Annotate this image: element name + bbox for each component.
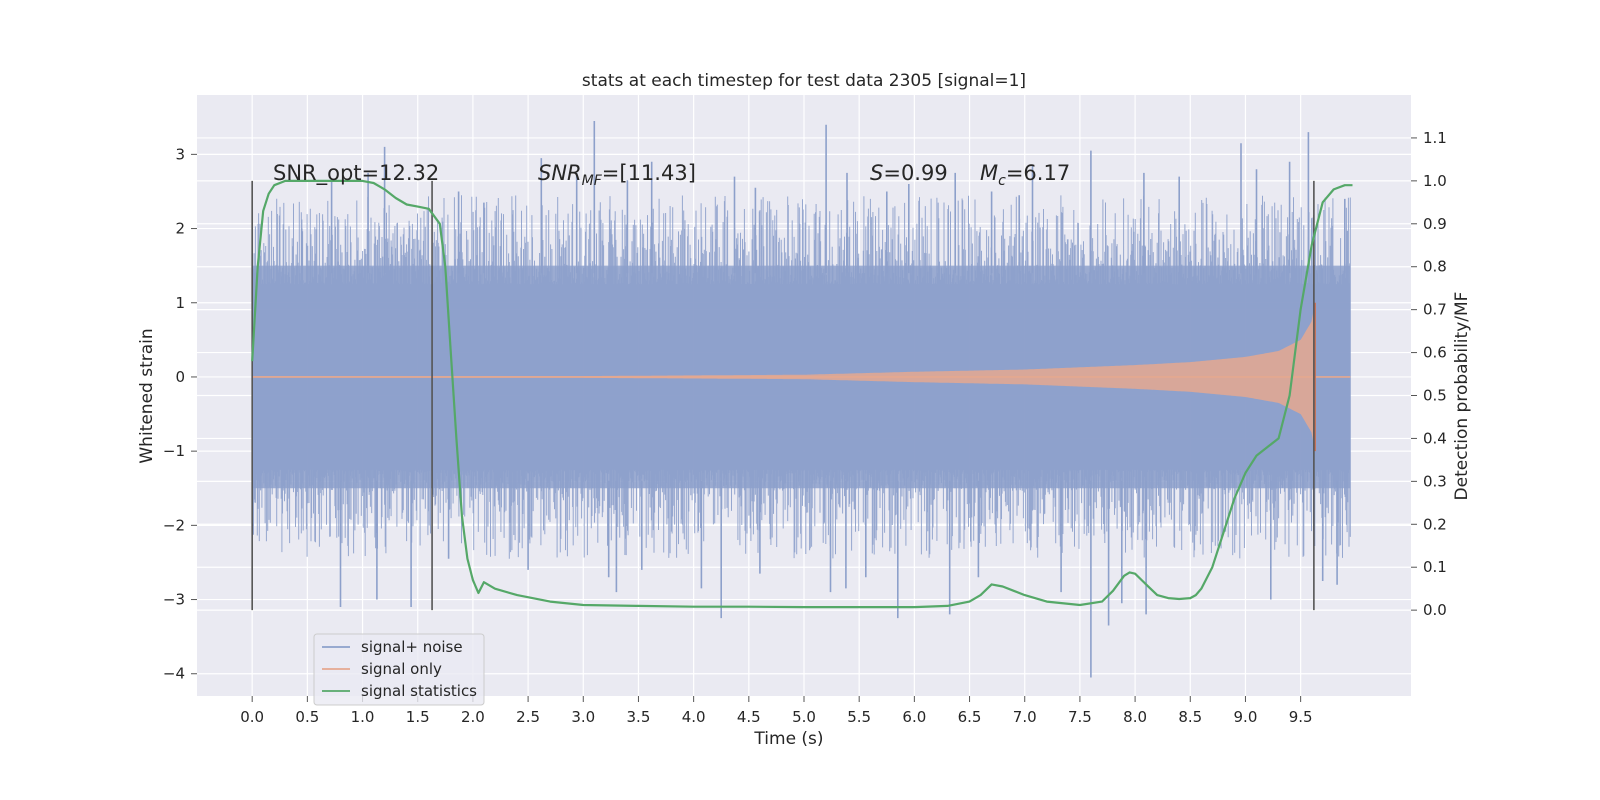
x-tick-label: 8.5 (1178, 708, 1202, 726)
x-tick-label: 7.0 (1013, 708, 1037, 726)
y2-tick-label: 0.4 (1423, 429, 1447, 447)
x-tick-label: 6.0 (902, 708, 926, 726)
y-tick-label: −4 (163, 665, 185, 683)
annotation-snr-mf: SNRMF=[11.43] (538, 161, 696, 189)
y2-tick-label: 0.1 (1423, 558, 1447, 576)
y-tick-label: 2 (175, 220, 185, 238)
y2-tick-label: 0.5 (1423, 387, 1447, 405)
legend: signal+ noise signal only signal statist… (313, 633, 485, 706)
x-tick-label: 3.0 (571, 708, 595, 726)
legend-box (313, 633, 485, 706)
x-tick-label: 1.0 (351, 708, 375, 726)
y-axis-label: Whitened strain (137, 328, 157, 463)
annotation-snr-mf-main: SNR (538, 161, 582, 185)
annotation-snr-opt: SNR_opt=12.32 (273, 161, 439, 186)
noise-extreme-spikes (301, 121, 1346, 678)
y-tick-label: 3 (175, 145, 185, 163)
x-tick-label: 7.5 (1068, 708, 1092, 726)
y2-tick-label: 1.1 (1423, 129, 1447, 147)
x-tick-label: 0.0 (240, 708, 264, 726)
x-tick-label: 3.5 (627, 708, 651, 726)
signal-statistics-line (251, 179, 1353, 609)
x-tick-label: 5.0 (792, 708, 816, 726)
annotation-s-rest: =0.99 (883, 161, 947, 185)
x-tick-label: 2.5 (516, 708, 540, 726)
legend-label-signal-statistics: signal statistics (361, 682, 477, 700)
y2-tick-label: 1.0 (1423, 172, 1447, 190)
annotation-mc-sub: c (998, 173, 1006, 189)
x-axis-ticks: 0.0 0.5 1.0 1.5 2.0 2.5 3.0 3.5 4.0 4.5 5.0 5.5 6.0 6… (240, 696, 1313, 726)
x-tick-label: 5.5 (847, 708, 871, 726)
y2-tick-label: 0.7 (1423, 301, 1447, 319)
y2-tick-label: 0.0 (1423, 601, 1447, 619)
y-axis-ticks: −4 −3 −2 −1 0 1 2 3 (163, 145, 197, 683)
annotation-snr-mf-rest: =[11.43] (602, 161, 696, 185)
y-tick-label: −2 (163, 516, 185, 534)
legend-label-signal-only: signal only (361, 660, 442, 678)
y-tick-label: 0 (175, 368, 185, 386)
y2-tick-label: 0.2 (1423, 515, 1447, 533)
annotation-mc-rest: =6.17 (1006, 161, 1070, 185)
y2-tick-label: 0.9 (1423, 215, 1447, 233)
vertical-marker-lines (251, 180, 1315, 611)
x-tick-label: 1.5 (406, 708, 430, 726)
x-tick-label: 9.5 (1289, 708, 1313, 726)
x-tick-label: 8.0 (1123, 708, 1147, 726)
y-tick-label: 1 (175, 294, 185, 312)
x-tick-label: 4.5 (737, 708, 761, 726)
x-axis-label: Time (s) (753, 729, 823, 749)
legend-label-signal-noise: signal+ noise (361, 638, 463, 656)
signal-statistics-series (251, 179, 1353, 609)
y2-axis-label: Detection probability/MF (1452, 292, 1472, 501)
annotation-s-main: S (870, 161, 883, 185)
annotation-mc-main: M (980, 161, 998, 185)
annotation-s: S=0.99 (870, 161, 948, 185)
x-tick-label: 2.0 (461, 708, 485, 726)
y2-tick-label: 0.6 (1423, 344, 1447, 362)
chart-title: stats at each timestep for test data 230… (582, 71, 1026, 91)
annotation-snr-mf-sub: MF (582, 173, 603, 189)
y2-tick-label: 0.3 (1423, 472, 1447, 490)
y2-axis-ticks: 0.0 0.1 0.2 0.3 0.4 0.5 0.6 0.7 0.8 0.9 1.0 1.1 (1411, 129, 1447, 619)
y2-tick-label: 0.8 (1423, 258, 1447, 276)
signal-only-series (252, 302, 1351, 452)
x-tick-label: 0.5 (295, 708, 319, 726)
x-tick-label: 4.0 (682, 708, 706, 726)
y-tick-label: −1 (163, 442, 185, 460)
x-tick-label: 6.5 (958, 708, 982, 726)
annotation-mc: Mc=6.17 (980, 161, 1070, 189)
x-tick-label: 9.0 (1234, 708, 1258, 726)
y-tick-label: −3 (163, 591, 185, 609)
